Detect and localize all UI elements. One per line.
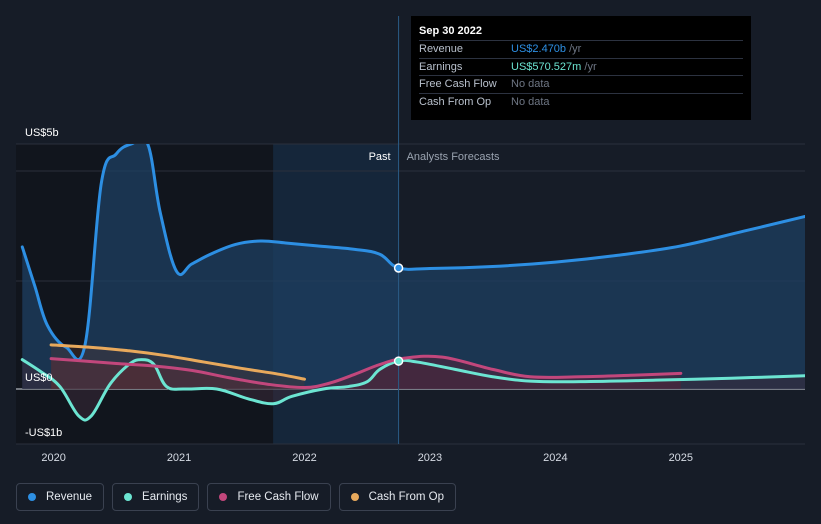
- revenue-dot-icon: [28, 493, 36, 501]
- y-tick-label: US$0: [25, 372, 53, 384]
- tooltip-name: Cash From Op: [419, 95, 492, 108]
- free-cash-flow-dot-icon: [219, 493, 228, 501]
- x-tick-label: 2022: [292, 452, 316, 464]
- legend-label: Earnings: [142, 491, 188, 503]
- legend-item-free-cash-flow[interactable]: Free Cash Flow: [207, 483, 331, 511]
- x-axis-labels: 2020 2021 2022 2023 2024 2025: [41, 452, 693, 464]
- legend-item-cash-from-op[interactable]: Cash From Op: [338, 483, 457, 511]
- tooltip-number: No data: [511, 78, 550, 90]
- tooltip-name: Earnings: [419, 60, 463, 73]
- y-axis-labels: US$5b US$0 -US$1b: [25, 127, 62, 439]
- tooltip-value: US$2.470b /yr: [511, 41, 581, 58]
- series-lines: [20, 144, 805, 422]
- tooltip-date: Sep 30 2022: [419, 25, 482, 37]
- legend-label: Cash From Op: [368, 491, 445, 503]
- x-tick-label: 2025: [669, 452, 693, 464]
- tooltip-name: Free Cash Flow: [419, 78, 497, 90]
- x-tick-label: 2020: [41, 452, 65, 464]
- series-markers: [393, 263, 404, 366]
- x-tick-label: 2024: [543, 452, 567, 464]
- revenue-marker: [393, 263, 404, 273]
- cash-from-op-dot-icon: [350, 493, 359, 501]
- tooltip-row-revenue: Revenue US$2.470b /yr: [419, 40, 743, 58]
- tooltip-number: No data: [511, 95, 550, 108]
- tooltip-value: US$570.527m /yr: [511, 59, 597, 76]
- x-tick-label: 2023: [418, 452, 442, 464]
- tooltip-row-earnings: Earnings US$570.527m /yr: [419, 57, 743, 76]
- past-label: Past: [369, 151, 391, 163]
- earnings-line: [20, 358, 805, 422]
- tooltip-value: No data: [511, 94, 550, 111]
- tooltip-number: US$2.470b: [511, 43, 567, 55]
- revenue-area: [22, 144, 805, 389]
- earnings-marker: [393, 356, 404, 366]
- tooltip-unit: /yr: [566, 43, 582, 55]
- tooltip-unit: /yr: [581, 60, 597, 73]
- y-tick-label: US$5b: [25, 127, 59, 139]
- earnings-dot-icon: [124, 493, 133, 501]
- revenue-line: [20, 144, 805, 362]
- free-cash-flow-line: [49, 354, 683, 390]
- legend-label: Free Cash Flow: [237, 491, 319, 503]
- cash-from-op-line: [49, 343, 307, 381]
- y-tick-label: -US$1b: [25, 427, 62, 439]
- tooltip-row-cash-from-op: Cash From Op No data: [419, 92, 743, 111]
- chart-legend: Revenue Earnings Free Cash Flow Cash Fro…: [16, 483, 457, 511]
- hover-tooltip: Sep 30 2022 Revenue US$2.470b /yr Earnin…: [411, 16, 751, 120]
- legend-item-earnings[interactable]: Earnings: [112, 483, 200, 511]
- tooltip-name: Revenue: [419, 43, 464, 55]
- tooltip-value: No data: [511, 76, 550, 93]
- legend-item-revenue[interactable]: Revenue: [16, 483, 105, 511]
- forecast-label: Analysts Forecasts: [407, 151, 500, 163]
- tooltip-row-free-cash-flow: Free Cash Flow No data: [419, 75, 743, 93]
- x-tick-label: 2021: [167, 452, 191, 464]
- legend-label: Revenue: [46, 491, 93, 503]
- tooltip-number: US$570.527m: [511, 60, 582, 73]
